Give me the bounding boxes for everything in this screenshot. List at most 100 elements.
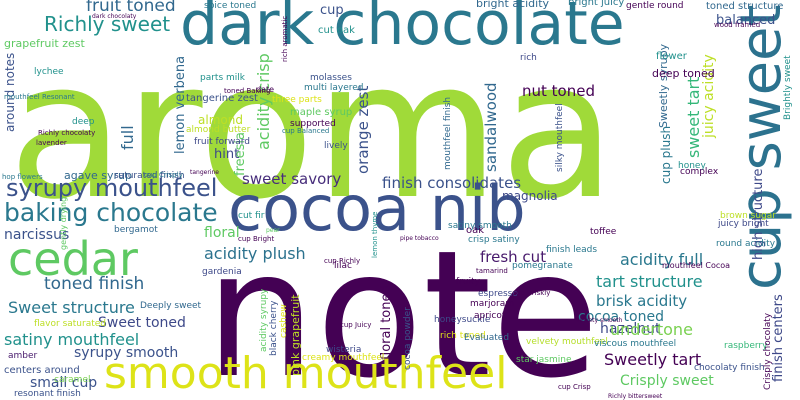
- word-parts-milk: parts milk: [200, 73, 245, 83]
- word-flavor-saturated: flavor saturated: [34, 319, 107, 329]
- word-cup-bright: cup Bright: [238, 235, 275, 243]
- word-honey: honey: [678, 161, 706, 171]
- word-sweet-toned: Sweet toned: [98, 315, 186, 331]
- word-baking-chocolate: baking chocolate: [4, 198, 218, 227]
- word-magnolia: magnolia: [502, 189, 558, 203]
- word-finish-consolidates: finish consolidates: [382, 174, 522, 192]
- word-pipe-tobacco: pipe tobacco: [400, 235, 439, 242]
- word-pink-grapefruit: pink grapefruit: [289, 294, 302, 376]
- word-gardenia: gardenia: [202, 267, 242, 277]
- word-pomegranate: pomegranate: [512, 261, 573, 271]
- word-gentle-round: gentle round: [626, 1, 684, 11]
- word-flower: flower: [656, 51, 687, 62]
- word-cup-balanced: cup Balanced: [282, 127, 330, 135]
- word-tangerine: tangerine: [190, 169, 219, 176]
- word-lychee: lychee: [34, 67, 64, 77]
- word-orange-zest: orange zest: [354, 85, 372, 174]
- word-acidity-syrupy: acidity syrupy: [259, 288, 269, 352]
- word-satiny-smooth: satiny smooth: [448, 221, 512, 231]
- word-multi-layered: multi layered: [304, 83, 364, 93]
- word-lavender: lavender: [36, 139, 67, 147]
- word-cut-oak: cut oak: [318, 25, 355, 36]
- word-syrupy-mouthfeel: syrupy mouthfeel: [6, 174, 218, 202]
- word-lilac: lilac: [334, 261, 352, 271]
- word-brisk-acidity: brisk acidity: [596, 292, 688, 310]
- word-resonant-finish: resonant finish: [14, 389, 81, 399]
- word-dark-chocolate: dark chocolate: [180, 0, 625, 59]
- word-cup-juicy: cup Juicy: [340, 321, 372, 329]
- word-hop-flowers: hop flowers: [2, 173, 43, 181]
- word-apricot: apricot: [474, 311, 506, 321]
- word-complex: complex: [680, 167, 719, 177]
- word-marjoram: marjoram: [470, 299, 514, 309]
- word-narcissus: narcissus: [4, 227, 70, 243]
- word-cup-briskly: cup Briskly: [512, 289, 551, 297]
- word-caramel: caramel: [54, 375, 91, 385]
- word-floral: floral: [204, 225, 240, 241]
- word-fruity: fruity: [456, 277, 480, 287]
- word-cocoa-powder: cocoa powder: [403, 307, 413, 370]
- word-note: note: [205, 214, 600, 400]
- word-pear: pear: [266, 227, 280, 234]
- word-sandalwood: sandalwood: [482, 82, 500, 172]
- word-small-cup: small cup: [30, 375, 98, 391]
- word-velvety-smooth: velvety smooth: [576, 317, 623, 324]
- word-round-acidity: round acidity: [716, 239, 776, 249]
- word-cup-richly: cup Richly: [324, 257, 361, 265]
- word-balanced: balanced: [716, 13, 776, 28]
- word-toned-structure: toned structure: [706, 1, 784, 12]
- word-cocoa-nib: cocoa nib: [228, 172, 526, 245]
- word-silky-mouthfeel: silky mouthfeel: [555, 103, 565, 172]
- word-richly-sweet: Richly sweet: [44, 12, 171, 36]
- word-star-jasmine: star jasmine: [516, 355, 572, 365]
- word-mouthfeel-finish: mouthfeel finish: [443, 96, 453, 170]
- word-crisply-sweet: Crisply sweet: [620, 373, 714, 389]
- word-velvety-mouthfeel: velvety mouthfeel: [526, 337, 608, 347]
- word-gently-drying: gently drying: [59, 196, 68, 250]
- word-rich-aromatic: rich aromatic: [281, 15, 289, 62]
- word-dark-chocolaty: dark chocolaty: [92, 13, 137, 20]
- word-amber: amber: [8, 351, 38, 361]
- word-cup-crisp: cup Crisp: [558, 383, 591, 391]
- word-cup-crisply: cup Crisply: [144, 171, 183, 179]
- word-brown-sugar: brown sugar: [720, 211, 776, 221]
- word-aroma: aroma: [8, 20, 617, 241]
- word-cut-fir: cut fir: [238, 211, 265, 221]
- word-floral-toned: floral toned: [379, 285, 394, 360]
- word-cocoa-toned: cocoa toned: [578, 309, 664, 325]
- word-toffee: toffee: [590, 227, 617, 237]
- word-cedar: cedar: [8, 232, 138, 286]
- word-mouthfeel-resonant: mouthfeel Resonant: [4, 93, 75, 101]
- word-cashew: cashew: [279, 304, 289, 338]
- word-bright-juicy: bright juicy: [568, 0, 625, 8]
- word-supported: supported: [290, 119, 336, 129]
- word-deep: deep: [72, 117, 95, 127]
- word-black-cherry: black cherry: [269, 300, 279, 356]
- word-tart-structure: tart structure: [596, 272, 703, 291]
- word-juicy-bright: juicy bright: [718, 219, 769, 229]
- word-molasses: molasses: [310, 73, 352, 83]
- word-oak: oak: [466, 225, 485, 236]
- word-rich: rich: [520, 53, 537, 63]
- word-honeysuckle: honeysuckle: [434, 315, 491, 325]
- word-cup: cup: [320, 3, 344, 18]
- word-lively: lively: [324, 141, 348, 151]
- word-finish-centers: finish centers: [771, 294, 786, 382]
- word-acidity-full: acidity full: [620, 250, 704, 269]
- word-viscous-mouthfeel: viscous mouthfeel: [594, 339, 677, 349]
- word-creamy-mouthfeel: creamy mouthfeel: [302, 353, 385, 363]
- word-fruit-forward: fruit forward: [194, 137, 250, 147]
- word-sweet-structure: Sweet structure: [8, 298, 135, 317]
- word-hint: hint: [214, 147, 240, 162]
- word-deep-toned: deep toned: [652, 67, 715, 80]
- word-almond: almond: [198, 113, 243, 127]
- word-bright-acidity: bright acidity: [476, 0, 550, 10]
- word-syrupy-smooth: syrupy smooth: [74, 345, 179, 361]
- word-lemon-thyme: lemon thyme: [371, 211, 379, 258]
- word-smooth-mouthfeel: smooth mouthfeel: [104, 348, 508, 399]
- word-bergamot: bergamot: [114, 225, 158, 235]
- word-rich-toned: rich toned: [440, 331, 486, 341]
- word-toned-finish: toned finish: [44, 274, 145, 294]
- word-wisteria: wisteria: [326, 345, 362, 355]
